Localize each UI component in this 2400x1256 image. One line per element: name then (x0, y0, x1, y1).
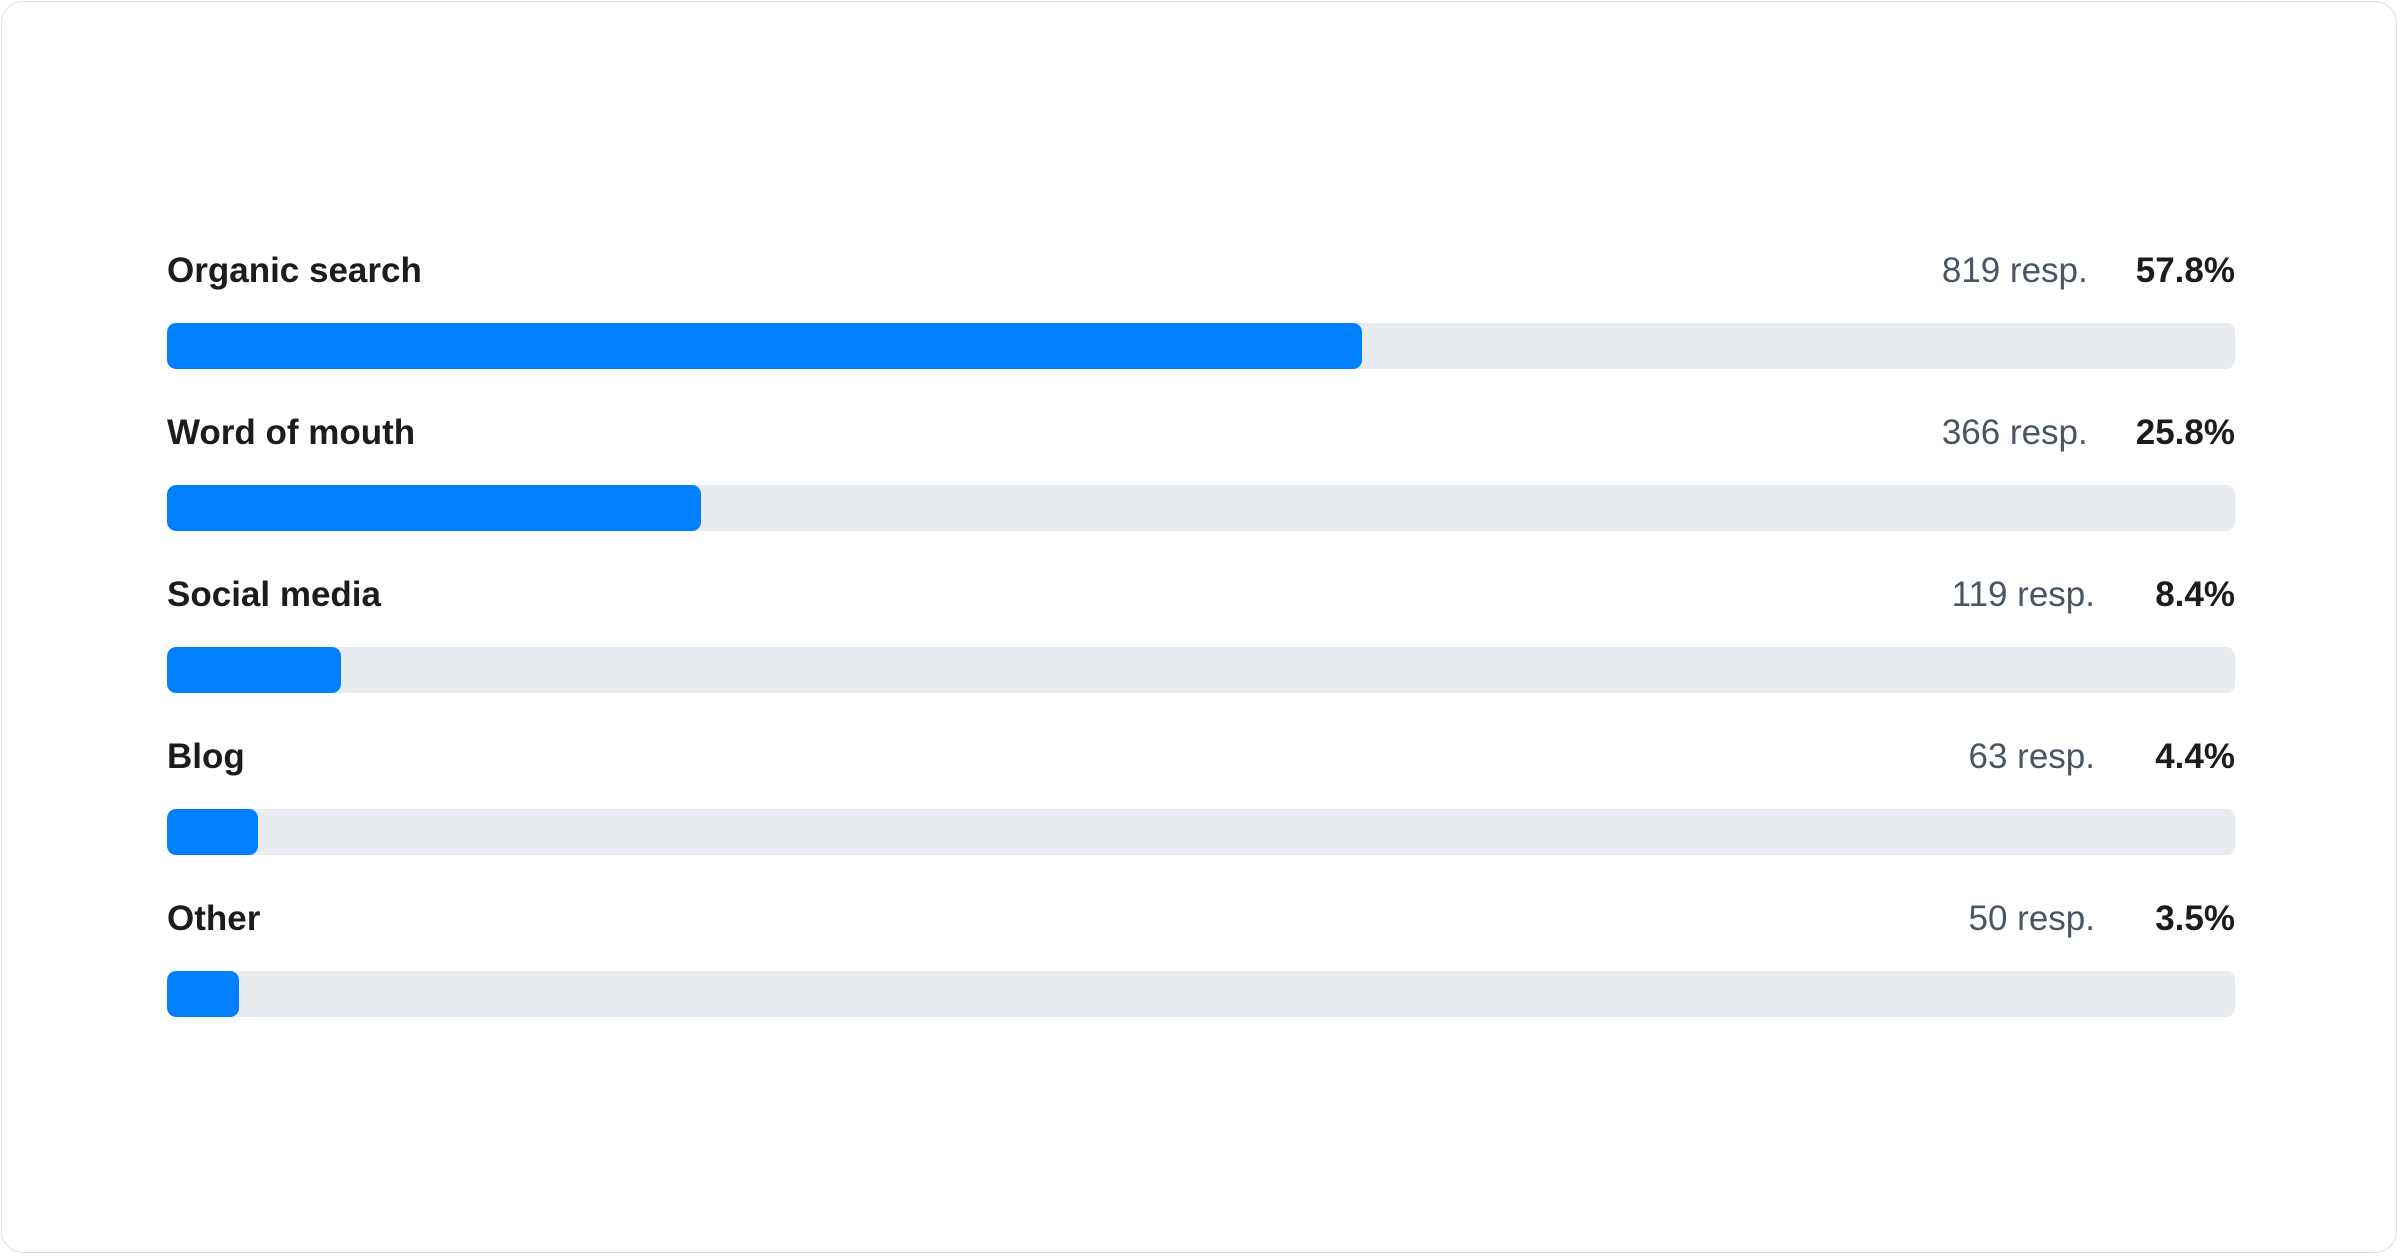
category-label: Other (167, 899, 261, 938)
bar-fill (167, 485, 701, 531)
percent-label: 3.5% (2155, 899, 2235, 938)
category-label: Organic search (167, 251, 422, 290)
bar-row: Social media 119 resp. 8.4% (167, 570, 2235, 732)
bar-header: Social media 119 resp. 8.4% (167, 570, 2235, 620)
bar-fill (167, 647, 341, 693)
response-count: 119 resp. (1951, 575, 2095, 614)
percent-label: 57.8% (2135, 251, 2235, 290)
bar-track (167, 485, 2235, 531)
percent-label: 25.8% (2135, 413, 2235, 452)
response-count: 366 resp. (1941, 413, 2088, 452)
bar-header: Organic search 819 resp. 57.8% (167, 246, 2235, 296)
bar-fill (167, 809, 258, 855)
response-count: 819 resp. (1941, 251, 2088, 290)
bar-row: Organic search 819 resp. 57.8% (167, 246, 2235, 408)
category-label: Word of mouth (167, 413, 416, 452)
response-count: 50 resp. (1968, 899, 2095, 938)
category-label: Blog (167, 737, 245, 776)
bar-track (167, 809, 2235, 855)
percent-label: 4.4% (2155, 737, 2235, 776)
response-count: 63 resp. (1968, 737, 2095, 776)
bar-header: Other 50 resp. 3.5% (167, 894, 2235, 944)
bar-fill (167, 323, 1363, 369)
bar-track (167, 971, 2235, 1017)
bar-track (167, 323, 2235, 369)
bar-track (167, 647, 2235, 693)
bar-fill (167, 971, 240, 1017)
bar-header: Blog 63 resp. 4.4% (167, 732, 2235, 782)
percent-label: 8.4% (2155, 575, 2235, 614)
bar-header: Word of mouth 366 resp. 25.8% (167, 408, 2235, 458)
category-label: Social media (167, 575, 381, 614)
bar-list: Organic search 819 resp. 57.8% Word of m… (167, 246, 2235, 1056)
bar-row: Blog 63 resp. 4.4% (167, 732, 2235, 894)
bar-row: Word of mouth 366 resp. 25.8% (167, 408, 2235, 570)
bar-row: Other 50 resp. 3.5% (167, 894, 2235, 1056)
